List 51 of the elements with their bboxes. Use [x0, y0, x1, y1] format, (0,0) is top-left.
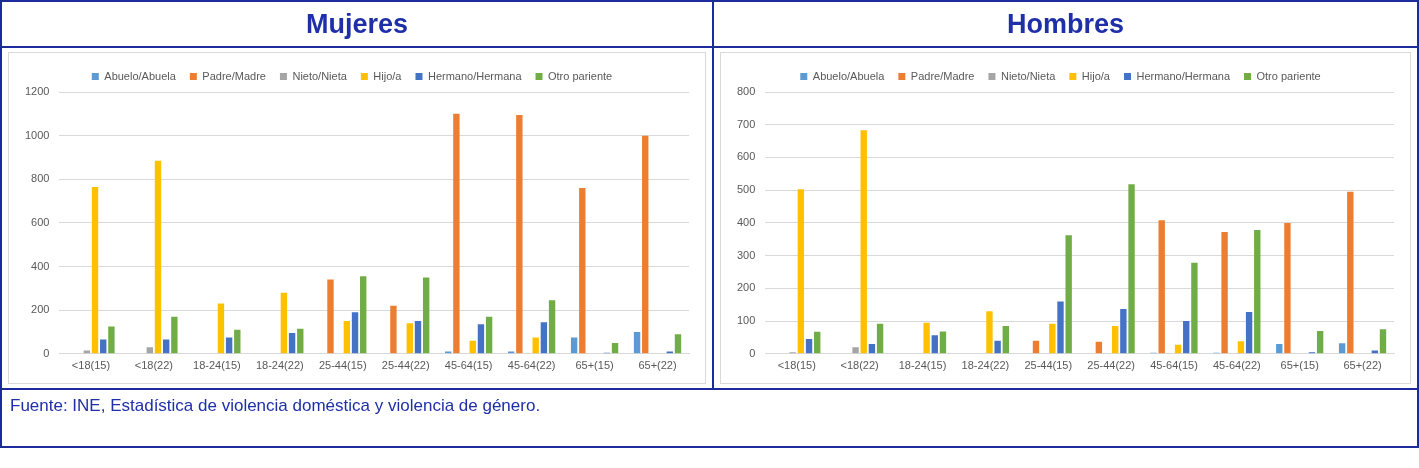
legend-label: Padre/Madre — [910, 69, 975, 82]
legend-label: Nieto/Nieta — [292, 69, 348, 82]
y-tick-label: 600 — [31, 215, 50, 228]
x-tick-label: 25-44(22) — [1087, 359, 1135, 372]
x-tick-label: 18-24(15) — [193, 359, 241, 372]
legend-label: Padre/Madre — [202, 69, 266, 82]
y-tick-label: 500 — [736, 183, 756, 196]
y-tick-label: 0 — [43, 346, 50, 359]
legend-label: Abuelo/Abuela — [104, 69, 177, 82]
x-tick-label: 45-64(22) — [507, 359, 556, 372]
y-tick-label: 700 — [736, 117, 756, 130]
x-tick-label: 45-64(15) — [444, 359, 493, 372]
y-tick-label: 200 — [31, 303, 50, 316]
x-tick-label: 25-44(15) — [1024, 359, 1073, 372]
y-tick-label: 400 — [31, 259, 50, 272]
legend-label: Nieto/Nieta — [1000, 69, 1057, 82]
source-note: Fuente: INE, Estadística de violencia doméstica y violencia de género. — [10, 396, 542, 416]
x-tick-label: 18-24(15) — [898, 359, 947, 372]
y-tick-label: 1000 — [24, 128, 50, 141]
x-tick-label: 65+(15) — [1280, 359, 1319, 372]
chart-title: Mujeres — [2, 2, 712, 48]
legend-label: Otro pariente — [1256, 69, 1321, 82]
legend-label: Hermano/Hermana — [427, 69, 523, 82]
x-tick-label: 18-24(22) — [961, 359, 1010, 372]
legend-label: Otro pariente — [548, 69, 613, 82]
legend-label: Abuelo/Abuela — [812, 69, 886, 82]
y-tick-label: 600 — [736, 150, 756, 163]
y-tick-label: 800 — [736, 85, 756, 98]
x-tick-label: 45-64(15) — [1150, 359, 1198, 372]
x-tick-label: 25-44(22) — [381, 359, 430, 372]
chart-title: Hombres — [714, 2, 1417, 48]
x-tick-label: <18(22) — [134, 359, 174, 372]
x-tick-label: <18(22) — [840, 359, 879, 372]
y-tick-label: 400 — [736, 215, 756, 228]
y-tick-label: 0 — [749, 346, 756, 359]
y-tick-label: 200 — [736, 281, 756, 294]
x-tick-label: 45-64(22) — [1212, 359, 1261, 372]
x-tick-label: 25-44(15) — [318, 359, 367, 372]
x-tick-label: 65+(22) — [1343, 359, 1382, 372]
y-tick-label: 800 — [31, 172, 50, 185]
legend-label: Hermano/Hermana — [1136, 69, 1231, 82]
x-tick-label: 18-24(22) — [255, 359, 304, 372]
legend-label: Hijo/a — [1081, 69, 1111, 82]
y-tick-label: 100 — [736, 314, 756, 327]
x-tick-label: 65+(15) — [575, 359, 614, 372]
x-tick-label: <18(15) — [71, 359, 111, 372]
x-tick-label: 65+(22) — [638, 359, 677, 372]
legend-label: Hijo/a — [373, 69, 403, 82]
y-tick-label: 300 — [736, 248, 756, 261]
y-tick-label: 1200 — [24, 85, 50, 98]
x-tick-label: <18(15) — [777, 359, 816, 372]
